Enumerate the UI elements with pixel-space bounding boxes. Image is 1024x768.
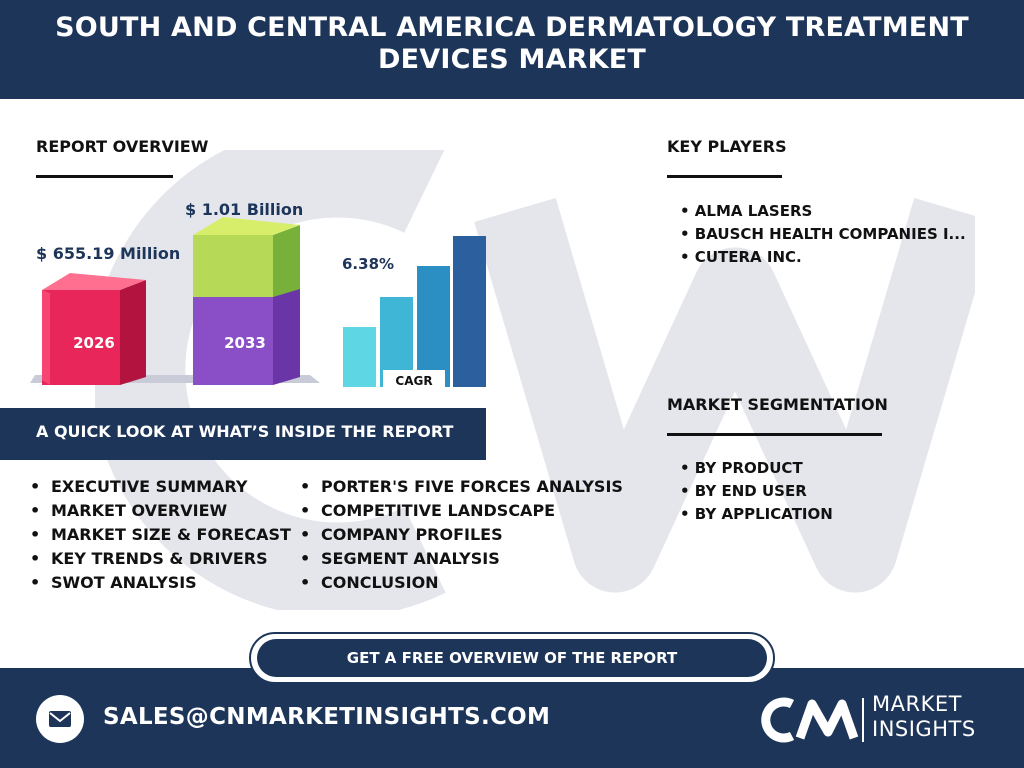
logo-line-insights: INSIGHTS (872, 717, 976, 741)
key-players-list: • ALMA LASERS • BAUSCH HEALTH COMPANIES … (680, 200, 966, 269)
list-item: • BY END USER (680, 482, 807, 500)
quick-look-banner: A QUICK LOOK AT WHAT’S INSIDE THE REPORT (0, 408, 486, 460)
company-logo (761, 697, 864, 743)
market-segmentation-list: • BY PRODUCT • BY END USER • BY APPLICAT… (680, 457, 833, 526)
key-players-underline (667, 175, 782, 178)
report-overview-underline (36, 175, 173, 178)
contents-list-left: EXECUTIVE SUMMARY MARKET OVERVIEW MARKET… (30, 475, 291, 595)
list-item: PORTER'S FIVE FORCES ANALYSIS (300, 475, 623, 499)
value-2026-label: $ 655.19 Million (36, 244, 181, 263)
value-2033-label: $ 1.01 Billion (185, 200, 304, 219)
cagr-bar-3 (417, 266, 450, 387)
page-title: SOUTH AND CENTRAL AMERICA DERMATOLOGY TR… (55, 12, 969, 75)
market-segmentation-underline (667, 433, 882, 436)
contents-list-right: PORTER'S FIVE FORCES ANALYSIS COMPETITIV… (300, 475, 623, 595)
mail-icon (49, 711, 71, 727)
list-item: • BY APPLICATION (680, 505, 833, 523)
key-players-title: KEY PLAYERS (667, 137, 787, 156)
quick-look-title: A QUICK LOOK AT WHAT’S INSIDE THE REPORT (36, 422, 454, 441)
market-size-3d-chart: 2026 2033 (30, 217, 320, 385)
list-item: COMPETITIVE LANDSCAPE (300, 499, 623, 523)
cagr-bar-chart: CAGR (343, 236, 486, 390)
bar-2033 (193, 217, 300, 385)
cagr-bar-4 (453, 236, 486, 387)
bar-2026 (42, 273, 146, 385)
list-item: • CUTERA INC. (680, 248, 802, 266)
year-2026-label: 2026 (73, 334, 115, 352)
cta-button-frame: GET A FREE OVERVIEW OF THE REPORT (249, 632, 775, 684)
cagr-label-box (383, 370, 445, 390)
mail-button[interactable] (36, 695, 84, 743)
cagr-label: CAGR (395, 374, 432, 388)
free-overview-button[interactable]: GET A FREE OVERVIEW OF THE REPORT (257, 639, 767, 677)
list-item: • ALMA LASERS (680, 202, 813, 220)
logo-line-market: MARKET (872, 692, 962, 716)
list-item: CONCLUSION (300, 571, 623, 595)
market-segmentation-title: MARKET SEGMENTATION (667, 395, 888, 414)
list-item: • BY PRODUCT (680, 459, 803, 477)
logo-wordmark: MARKET INSIGHTS (872, 692, 976, 742)
year-2033-label: 2033 (224, 334, 266, 352)
list-item: EXECUTIVE SUMMARY (30, 475, 291, 499)
list-item: MARKET OVERVIEW (30, 499, 291, 523)
list-item: MARKET SIZE & FORECAST (30, 523, 291, 547)
header-banner: SOUTH AND CENTRAL AMERICA DERMATOLOGY TR… (0, 0, 1024, 99)
cagr-value: 6.38% (342, 255, 395, 273)
list-item: SWOT ANALYSIS (30, 571, 291, 595)
cagr-bar-1 (343, 327, 376, 387)
report-overview-title: REPORT OVERVIEW (36, 137, 209, 156)
footer: SALES@CNMARKETINSIGHTS.COM MARKET INSIGH… (0, 668, 1024, 768)
list-item: • BAUSCH HEALTH COMPANIES I... (680, 225, 966, 243)
list-item: COMPANY PROFILES (300, 523, 623, 547)
list-item: KEY TRENDS & DRIVERS (30, 547, 291, 571)
email-link[interactable]: SALES@CNMARKETINSIGHTS.COM (103, 704, 551, 730)
list-item: SEGMENT ANALYSIS (300, 547, 623, 571)
